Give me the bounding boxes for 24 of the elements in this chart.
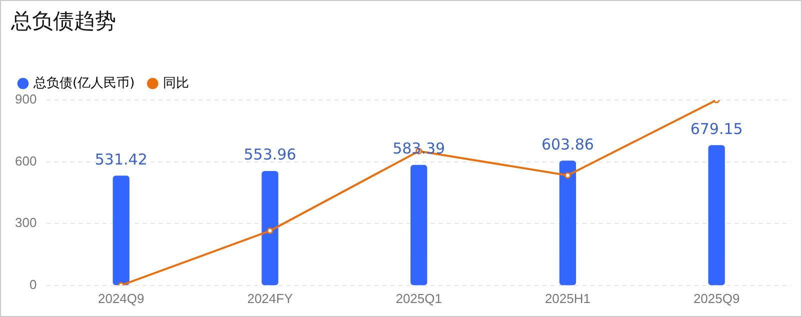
x-tick-label: 2024FY (247, 290, 294, 306)
y-tick-label: 600 (14, 153, 37, 168)
chart-title: 总负债趋势 (11, 8, 116, 35)
bar (262, 170, 278, 286)
data-label: 679.15 (690, 120, 743, 138)
data-label: 531.42 (94, 150, 148, 168)
bar (112, 176, 130, 286)
y-tick-label: 300 (14, 215, 37, 230)
bar (708, 145, 725, 286)
legend-label: 同比 (163, 76, 190, 91)
y-tick-label: 900 (14, 92, 37, 107)
bar (410, 164, 428, 286)
point (266, 228, 274, 234)
point (564, 172, 571, 179)
legend-label: 总负债(亿人民币) (32, 76, 135, 91)
x-tick-label: 2025H1 (544, 290, 590, 306)
y-tick-label: 0 (29, 276, 37, 292)
data-label: 583.39 (392, 140, 446, 158)
bar (559, 160, 576, 286)
x-tick-label: 2025Q1 (396, 290, 442, 306)
data-label: 553.96 (244, 146, 296, 164)
x-tick-label: 2024Q9 (98, 290, 144, 306)
x-tick-label: 2025Q9 (693, 290, 740, 306)
data-label: 603.86 (541, 135, 594, 154)
